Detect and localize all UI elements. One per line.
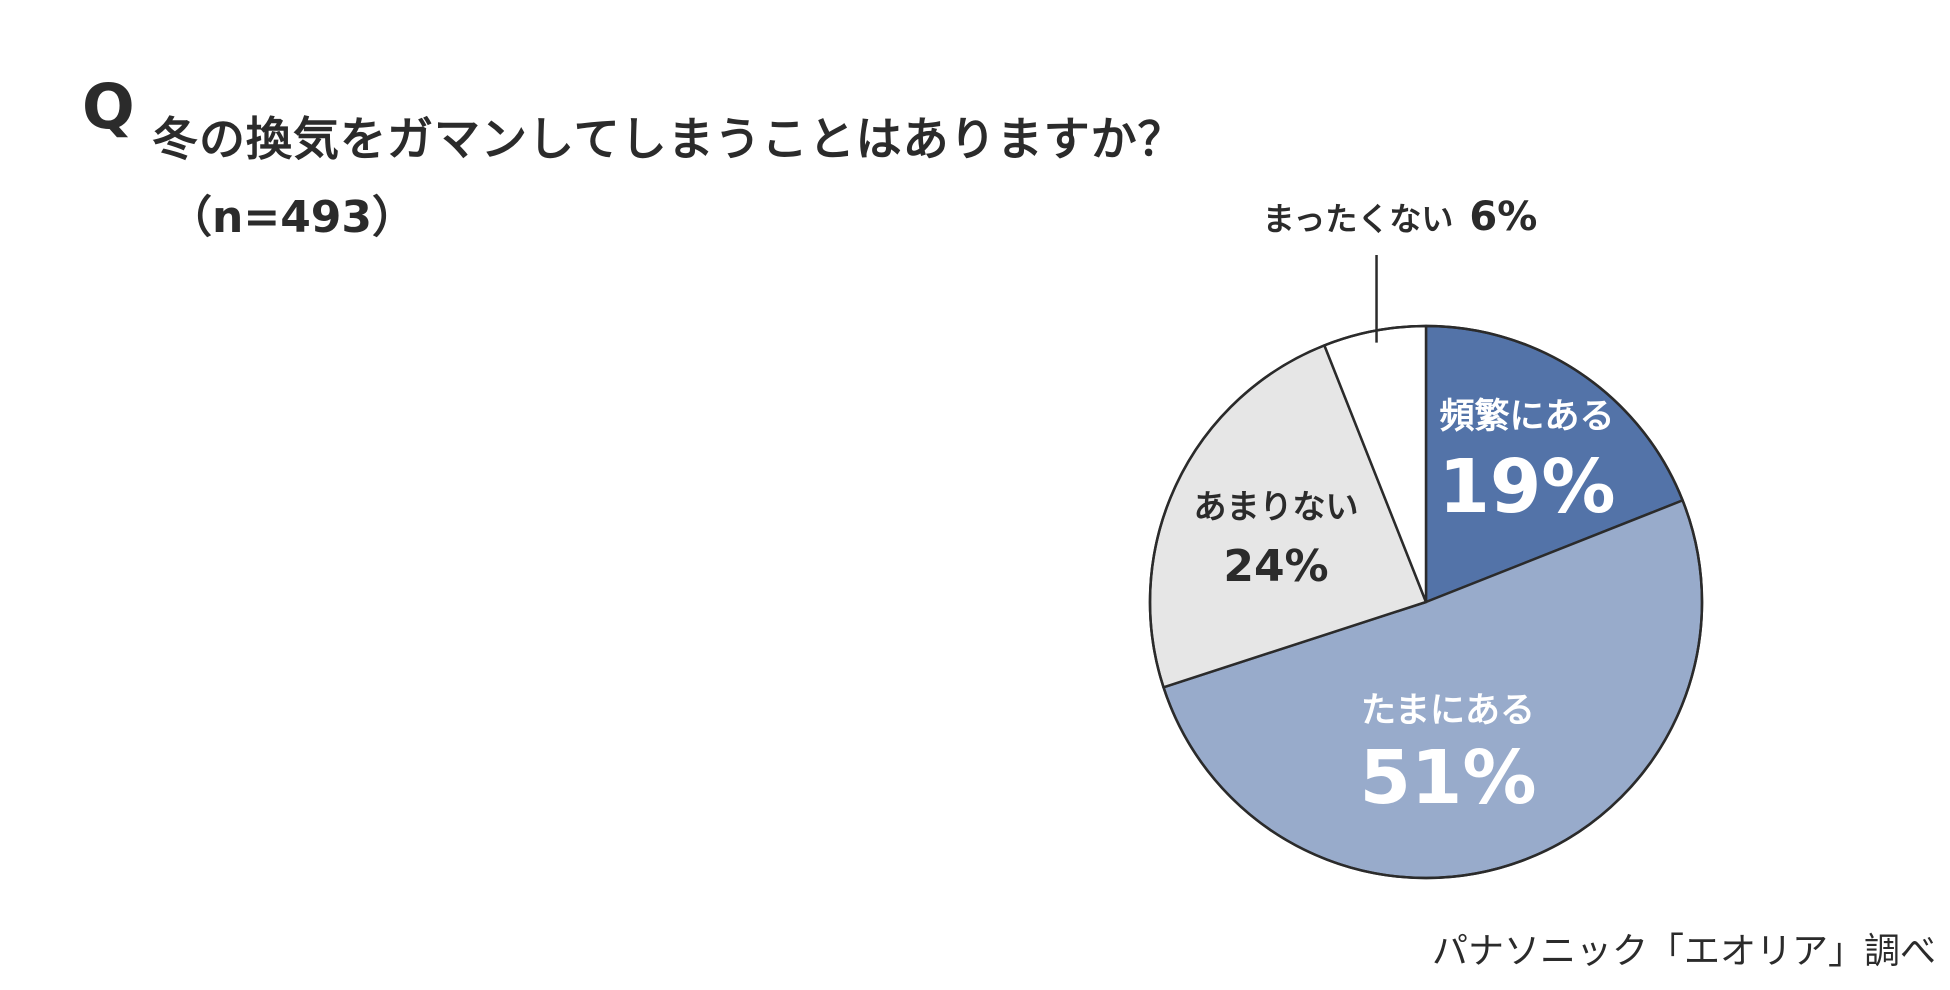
slice-label-3: まったくない 6% (1263, 194, 1538, 240)
slice-label-2: あまりない (1194, 487, 1359, 526)
question-text: 冬の換気をガマンしてしまうことはありますか？ (152, 112, 1185, 166)
slice-label-0: 頻繁にある (1439, 397, 1614, 437)
slice-value-2: 24% (1223, 541, 1328, 592)
pie-outline (1148, 324, 1704, 880)
slice-label-1: たまにある (1361, 691, 1535, 731)
question-prefix: Q (82, 70, 135, 143)
source-note: パナソニック「エオリア」調べ (1431, 931, 1936, 972)
slice-value-0: 19% (1438, 444, 1615, 530)
slice-value-1: 51% (1359, 735, 1536, 821)
sample-size: （n=493） (168, 192, 417, 243)
